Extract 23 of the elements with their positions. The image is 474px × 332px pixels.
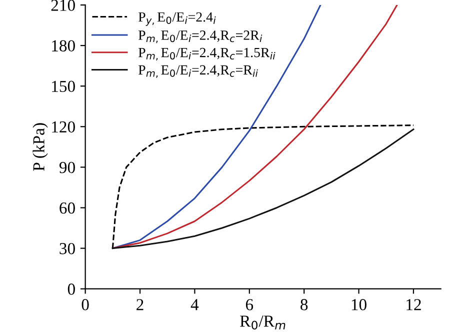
x-tick-label: 4 bbox=[190, 299, 199, 310]
y-tick-label: 210 bbox=[51, 0, 75, 11]
text: P$_{m,}$E$_{0}$/E$_{i}$=2.4,R$_{c}$=2R$_{i}$ bbox=[138, 30, 262, 44]
line-series bbox=[112, 4, 322, 250]
x-tick-label: 2 bbox=[136, 299, 144, 310]
y-axis-title: P (kPa) bbox=[32, 123, 48, 171]
y-tick-label: 150 bbox=[52, 80, 75, 92]
text: P$_{m,}$E$_{0}$/E$_{i}$=2.4,R$_{c}$=R$_{ii}$ bbox=[138, 65, 258, 78]
legend-label: P$_{y,}$E$_{0}$/E$_{i}$=2.4$_{i}$ bbox=[138, 12, 216, 26]
x-tick-label: 8 bbox=[300, 299, 308, 310]
y-tick-label: 180 bbox=[52, 40, 75, 52]
x-tick-label: 6 bbox=[246, 299, 254, 310]
text: P$_{m,}$E$_{0}$/E$_{i}$=2.4,R$_{c}$=1.5R$_{ii}$ bbox=[138, 48, 276, 61]
y-tick-label: 120 bbox=[52, 121, 75, 133]
x-axis-title: R$_{0}$/R$_{m}$ bbox=[240, 316, 286, 330]
y-tick-label: 0 bbox=[68, 284, 75, 295]
y-tick-label: 60 bbox=[60, 202, 75, 214]
line-series bbox=[112, 4, 398, 250]
x-tick-label: 0 bbox=[82, 299, 89, 310]
y-tick-label: 30 bbox=[60, 242, 75, 254]
y-tick-label: 90 bbox=[59, 162, 75, 174]
x-tick-label: 12 bbox=[406, 299, 421, 310]
x-tick-label: 10 bbox=[352, 299, 366, 310]
